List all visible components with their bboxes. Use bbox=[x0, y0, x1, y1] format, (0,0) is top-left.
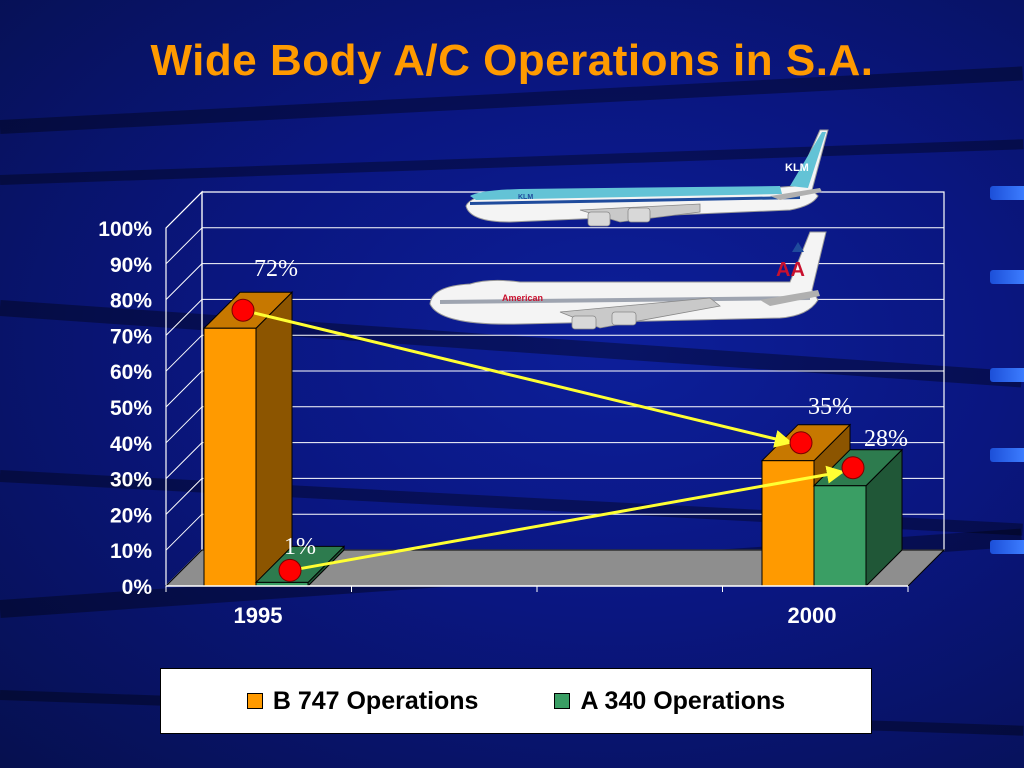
american-fuselage-text: American bbox=[502, 293, 543, 303]
trend-arrows bbox=[231, 298, 865, 582]
gridline-diagonal bbox=[165, 299, 203, 336]
y-tick-label: 100% bbox=[98, 218, 152, 241]
x-axis: 1995 2000 bbox=[165, 585, 909, 628]
gridline-diagonal bbox=[165, 334, 203, 372]
data-point-marker bbox=[231, 298, 255, 322]
american-tail-logo: AA bbox=[776, 259, 805, 281]
data-point-marker bbox=[278, 558, 302, 582]
gridline-diagonal bbox=[165, 263, 203, 300]
gridline-diagonal bbox=[165, 406, 203, 444]
data-label: 35% bbox=[808, 394, 852, 420]
bar-b747-1995 bbox=[202, 291, 294, 588]
y-tick-label: 0% bbox=[122, 576, 153, 599]
chart-legend: B 747 Operations A 340 Operations bbox=[160, 668, 872, 734]
y-tick-label: 40% bbox=[110, 433, 152, 456]
klm-tail-logo: KLM bbox=[785, 162, 809, 174]
data-point-marker bbox=[841, 456, 865, 480]
american-aircraft-illustration: American AA bbox=[429, 231, 827, 330]
legend-item-a340: A 340 Operations bbox=[554, 687, 785, 716]
legend-label-b747: B 747 Operations bbox=[272, 686, 479, 715]
edge-decoration bbox=[990, 540, 1024, 554]
klm-fuselage-text: KLM bbox=[518, 194, 533, 201]
data-label: 1% bbox=[284, 534, 316, 560]
bar-front bbox=[813, 485, 867, 587]
edge-decoration bbox=[990, 270, 1024, 284]
gridline-diagonal bbox=[165, 442, 203, 479]
gridline-diagonal bbox=[165, 478, 203, 515]
y-tick-label: 20% bbox=[110, 504, 152, 527]
x-category-label: 2000 bbox=[788, 603, 837, 628]
gridline-diagonal bbox=[165, 227, 203, 265]
data-label: 72% bbox=[254, 256, 298, 282]
trend-arrow-a340 bbox=[289, 465, 845, 572]
data-point-marker bbox=[789, 431, 813, 455]
y-tick-label: 80% bbox=[110, 290, 152, 313]
legend-label-a340: A 340 Operations bbox=[580, 686, 786, 715]
slide-title: Wide Body A/C Operations in S.A. bbox=[150, 36, 874, 85]
legend-swatch-a340 bbox=[554, 693, 571, 709]
aircraft-illustrations: KLM KLM American AA bbox=[429, 129, 829, 330]
y-tick-label: 70% bbox=[110, 325, 152, 348]
trend-arrow-b747 bbox=[242, 308, 793, 448]
gridline-diagonal bbox=[165, 191, 203, 229]
edge-decoration bbox=[990, 186, 1024, 200]
legend-item-b747: B 747 Operations bbox=[246, 686, 479, 716]
y-tick-label: 30% bbox=[110, 469, 152, 492]
bar-a340-1995 bbox=[254, 545, 346, 588]
y-tick-label: 10% bbox=[110, 540, 152, 563]
edge-decoration bbox=[990, 448, 1024, 462]
y-tick-label: 60% bbox=[110, 361, 152, 384]
klm-aircraft-illustration: KLM KLM bbox=[465, 129, 829, 227]
data-labels: 72% 35% 1% 28% bbox=[254, 256, 908, 560]
y-axis-labels: 0% 10% 20% 30% 40% 50% 60% 70% 80% 90% 100% bbox=[98, 218, 152, 599]
legend-swatch-b747 bbox=[246, 693, 263, 709]
edge-decoration bbox=[990, 368, 1024, 382]
data-label: 28% bbox=[864, 426, 908, 452]
y-tick-label: 50% bbox=[110, 397, 152, 420]
gridline-diagonal bbox=[165, 370, 203, 408]
gridline-diagonal bbox=[165, 513, 203, 551]
bar-front bbox=[203, 327, 257, 587]
y-tick-label: 90% bbox=[110, 254, 152, 277]
x-category-label: 1995 bbox=[234, 603, 283, 628]
